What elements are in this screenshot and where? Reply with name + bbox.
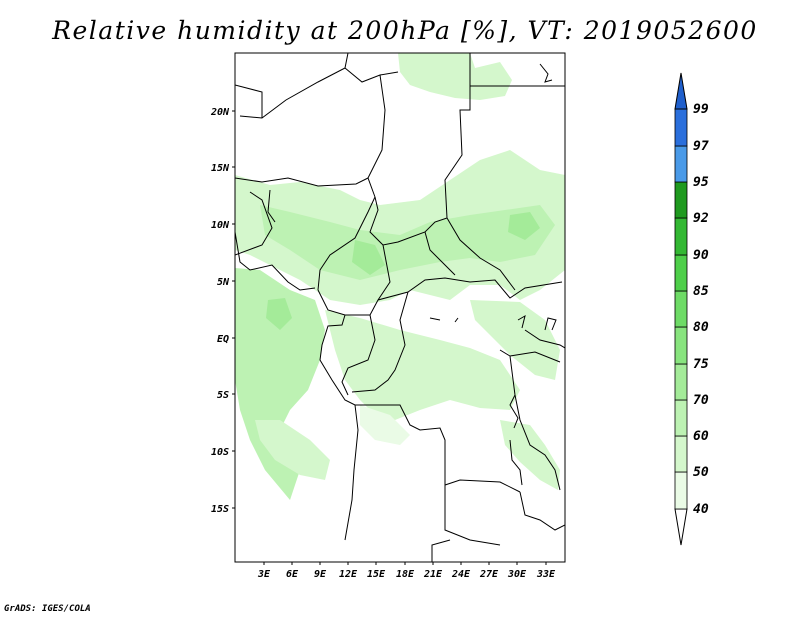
lat-label-15n: 15N [211, 163, 230, 174]
lon-label-3e: 3E [257, 569, 271, 580]
lat-label-15s: 15S [211, 504, 229, 515]
border-line [444, 468, 521, 493]
humidity-area-southeast [500, 420, 560, 490]
colorbar-segment-92-95 [674, 181, 688, 219]
lat-label-10s: 10S [211, 447, 229, 458]
border-line [235, 231, 316, 291]
humidity-area-blob-2 [508, 212, 540, 240]
border-line [377, 277, 563, 301]
lon-label-21e: 21E [423, 569, 443, 580]
border-line [351, 291, 409, 393]
colorbar-label-40: 40 [693, 502, 709, 517]
border-line [369, 53, 471, 246]
colorbar: 40 50 60 70 75 80 85 90 92 95 97 99 [674, 72, 709, 546]
border-line [499, 349, 561, 491]
colorbar-label-99: 99 [693, 102, 709, 117]
colorbar-label-85: 85 [693, 284, 709, 299]
colorbar-label-70: 70 [693, 393, 709, 408]
border-line [517, 314, 526, 329]
humidity-area-south-central [360, 405, 410, 445]
colorbar-segment-75-80 [674, 326, 688, 365]
humidity-area-band-inner [260, 205, 555, 280]
border-line [509, 394, 519, 429]
lon-label-30e: 30E [507, 569, 527, 580]
colorbar-label-50: 50 [693, 465, 709, 480]
humidity-area-central [325, 310, 520, 420]
lat-label-10n: 10N [211, 220, 230, 231]
colorbar-segment-80-85 [674, 290, 688, 328]
border-line [446, 217, 516, 291]
colorbar-label-75: 75 [693, 357, 709, 372]
grads-credit: GrADS: IGES/COLA [4, 604, 91, 614]
border-line [344, 404, 359, 541]
border-line [344, 67, 399, 83]
border-line [367, 74, 386, 179]
border-line [524, 329, 565, 349]
lat-label-5n: 5N [217, 277, 230, 288]
lat-label-eq: EQ [217, 334, 229, 345]
border-line [519, 491, 565, 531]
border-line [424, 231, 456, 276]
border-line [509, 351, 561, 363]
humidity-area-east [470, 300, 560, 380]
humidity-area-west [235, 268, 325, 500]
colorbar-label-95: 95 [693, 175, 709, 190]
colorbar-segment-50-60 [674, 435, 688, 473]
border-line [235, 84, 263, 118]
lon-label-12e: 12E [339, 569, 358, 580]
map-title: Relative humidity at 200hPa [%], VT: 201… [52, 16, 758, 45]
colorbar-segment-60-70 [674, 399, 688, 437]
border-line [431, 539, 451, 562]
lon-label-6e: 6E [286, 569, 299, 580]
lat-label-20n: 20N [210, 107, 230, 118]
lat-label-5s: 5S [217, 390, 229, 401]
map-frame [234, 52, 566, 563]
humidity-area-southwest [255, 420, 330, 480]
lon-label-27e: 27E [479, 569, 499, 580]
lon-label-24e: 24E [451, 569, 471, 580]
border-line [235, 177, 376, 198]
colorbar-label-90: 90 [693, 248, 709, 263]
humidity-area-blob-3 [266, 298, 292, 330]
border-line [429, 317, 459, 323]
lon-label-15e: 15E [367, 569, 386, 580]
colorbar-label-60: 60 [693, 429, 709, 444]
border-line [544, 317, 557, 331]
border-line [444, 485, 501, 546]
colorbar-segment-90-92 [674, 217, 688, 256]
colorbar-segment-70-75 [674, 363, 688, 401]
lon-label-33e: 33E [536, 569, 556, 580]
colorbar-segment-40-50 [674, 471, 688, 510]
humidity-shading [235, 53, 565, 500]
colorbar-top-arrow [674, 72, 688, 110]
lon-label-9e: 9E [314, 569, 327, 580]
humidity-area-north [398, 53, 512, 100]
border-line [267, 189, 276, 223]
colorbar-bottom-arrow [674, 508, 688, 546]
border-line [319, 314, 446, 468]
border-line [539, 63, 553, 83]
border-line [341, 314, 376, 396]
colorbar-segment-85-90 [674, 254, 688, 292]
colorbar-segment-95-97 [674, 145, 688, 183]
longitude-axis: 3E 6E 9E 12E 15E 18E 21E 24E 27E 30E 33E [257, 562, 556, 580]
lon-label-18e: 18E [396, 569, 415, 580]
country-borders [235, 53, 565, 562]
colorbar-label-80: 80 [693, 320, 709, 335]
colorbar-segment-97-99 [674, 108, 688, 147]
border-line [239, 53, 349, 119]
border-line [317, 196, 376, 291]
border-line [509, 439, 523, 486]
colorbar-label-92: 92 [693, 211, 709, 226]
colorbar-label-97: 97 [693, 139, 709, 154]
latitude-axis: 20N 15N 10N 5N EQ 5S 10S 15S [210, 107, 235, 515]
humidity-area-blob-1 [352, 240, 385, 275]
border-line [235, 191, 273, 256]
